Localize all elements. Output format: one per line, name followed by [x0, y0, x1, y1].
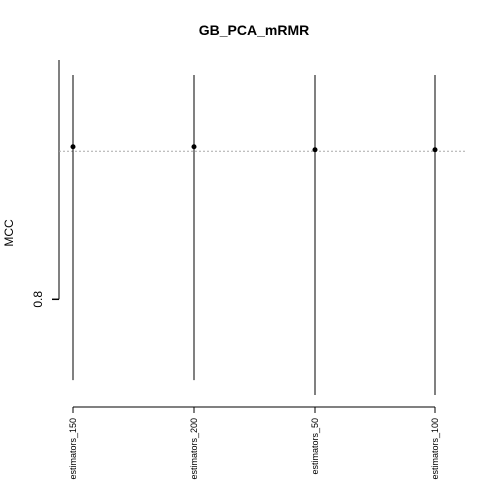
x-tick-label: estimators_50 — [310, 418, 320, 475]
y-axis-label: MCC — [2, 219, 16, 247]
x-axis: estimators_150 estimators_200 estimators_5… — [68, 406, 440, 480]
chart-title: GB_PCA_mRMR — [199, 22, 309, 38]
y-axis: 0.8 — [31, 60, 60, 308]
whiskers-layer — [72, 74, 436, 396]
x-tick-label: estimators_150 — [68, 418, 78, 480]
data-point — [70, 144, 76, 150]
data-point — [432, 147, 438, 153]
points-layer — [70, 144, 438, 153]
x-tick-label: estimators_200 — [189, 418, 199, 480]
y-tick-label: 0.8 — [31, 291, 45, 308]
x-tick-label: estimators_100 — [430, 418, 440, 480]
data-point — [191, 144, 197, 150]
data-point — [312, 147, 318, 153]
